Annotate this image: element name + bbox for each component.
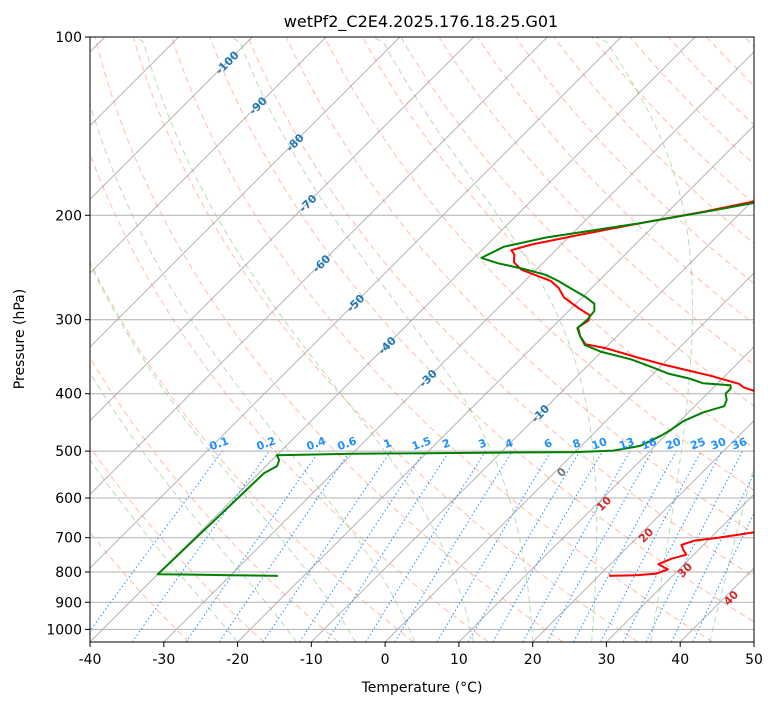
chart-title: wetPf2_C2E4.2025.176.18.25.G01 — [284, 12, 558, 32]
mixing-ratio-line — [90, 450, 223, 632]
isotherm-line — [90, 37, 253, 201]
mixing-ratio-line — [522, 450, 631, 642]
mixing-ratio-line — [365, 450, 487, 642]
mixing-ratio-line — [492, 450, 604, 642]
dry-adiabat-line — [94, 37, 564, 642]
mixing-ratio-label: 1 — [382, 436, 394, 451]
y-tick-label: 1000 — [46, 622, 82, 638]
mixing-ratio-label: 0.1 — [208, 434, 231, 453]
mixing-ratio-line — [185, 450, 320, 642]
dry-adiabat-line — [90, 446, 265, 642]
isotherm-line — [90, 37, 696, 642]
isotherm-line — [384, 272, 754, 642]
y-axis-label: Pressure (hPa) — [12, 289, 28, 389]
y-tick-label: 400 — [55, 387, 82, 403]
mixing-ratio-label: 6 — [542, 436, 554, 451]
mixing-ratio-line — [325, 450, 450, 642]
x-tick-label: 0 — [381, 652, 390, 668]
mixing-ratio-label: 0.2 — [255, 434, 278, 453]
mixing-ratio-line — [131, 450, 270, 642]
dry-adiabat-line — [132, 37, 639, 642]
x-tick-label: -10 — [300, 652, 323, 668]
mixing-ratio-line — [546, 450, 653, 642]
isotherm-line — [90, 37, 401, 348]
y-tick-label: 100 — [55, 30, 82, 46]
x-tick-label: 10 — [450, 652, 468, 668]
isotherm-line — [90, 37, 622, 569]
mixing-ratio-label: 20 — [664, 435, 683, 453]
moist-adiabat-line — [90, 459, 238, 642]
mixing-ratio-label: 0.4 — [305, 434, 328, 453]
mixing-ratio-label: 4 — [503, 436, 515, 451]
x-tick-label: 40 — [671, 652, 689, 668]
mixing-ratio-line — [670, 472, 754, 642]
x-tick-label: 30 — [597, 652, 615, 668]
mixing-ratio-label: 25 — [689, 435, 708, 452]
axis-layer: -40 -30 -20 -10 0 10 20 30 40 5010020030040050060… — [46, 30, 763, 668]
plot-frame — [89, 36, 755, 643]
y-tick-label: 900 — [55, 595, 82, 611]
mixing-ratio-layer — [90, 450, 754, 642]
mixing-ratio-line — [436, 450, 552, 642]
mixing-ratio-label: 2 — [440, 436, 452, 451]
y-tick-label: 800 — [55, 565, 82, 581]
isotherm-line — [237, 124, 754, 642]
mixing-ratio-label: 0.6 — [336, 434, 359, 453]
y-tick-label: 300 — [55, 313, 82, 329]
isotherm-line — [90, 37, 475, 422]
mixing-ratio-label: 16 — [640, 435, 659, 453]
y-tick-label: 700 — [55, 531, 82, 547]
y-tick-label: 200 — [55, 208, 82, 224]
mixing-ratio-label: 13 — [617, 435, 636, 452]
isotherm-line — [532, 419, 754, 642]
dry-adiabat-line — [209, 37, 754, 623]
mixing-ratio-label: 1.5 — [410, 434, 433, 453]
isotherm-line — [606, 493, 754, 642]
moist-adiabat-line — [709, 464, 754, 642]
moist-adiabat-line — [372, 37, 598, 642]
grid-layer — [90, 37, 754, 642]
x-tick-label: -40 — [79, 652, 102, 668]
moist-adiabat-line — [135, 37, 475, 642]
isotherm-line — [90, 37, 548, 496]
series-layer — [156, 200, 754, 577]
dry-adiabat-line — [438, 37, 754, 366]
y-tick-label: 600 — [55, 491, 82, 507]
dry-adiabat-line — [629, 37, 754, 165]
mixing-ratio-line — [573, 450, 677, 642]
dry-adiabat-line — [553, 37, 754, 245]
dry-adiabat-line — [515, 37, 754, 285]
moist-adiabat-line — [90, 102, 416, 642]
moist-adiabat-line — [90, 263, 357, 642]
x-tick-label: 20 — [524, 652, 542, 668]
mixing-ratio-label: 8 — [571, 436, 583, 451]
x-tick-label: -20 — [226, 652, 249, 668]
temperature-profile — [510, 200, 754, 577]
moist-adiabat-line — [594, 37, 693, 642]
mixing-ratio-line — [394, 450, 513, 642]
mixing-ratio-label: 10 — [590, 435, 609, 453]
dewpoint-profile — [156, 201, 754, 577]
isotherm-line — [458, 346, 754, 642]
x-axis-label: Temperature (°C) — [361, 680, 483, 696]
dry-adiabat-line — [400, 37, 754, 407]
mixing-ratio-line — [467, 450, 581, 642]
mixing-ratio-label: 3 — [477, 436, 489, 451]
dry-adiabat-line — [90, 260, 414, 642]
mixing-ratio-line — [692, 512, 754, 642]
isotherm-line — [163, 51, 754, 642]
moist-adiabat-line — [90, 371, 298, 642]
isotherm-line — [310, 198, 754, 642]
x-tick-label: -30 — [152, 652, 175, 668]
isotherm-line — [90, 37, 327, 274]
mixing-ratio-label: 30 — [709, 435, 728, 453]
x-tick-label: 50 — [745, 652, 763, 668]
mixing-ratio-label: 36 — [730, 435, 749, 453]
dry-adiabat-line — [247, 37, 754, 578]
y-tick-label: 500 — [55, 444, 82, 460]
dry-adiabat-line — [323, 37, 754, 491]
mixing-ratio-line — [218, 450, 351, 642]
